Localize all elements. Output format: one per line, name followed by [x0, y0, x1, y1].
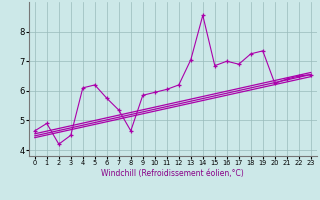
- X-axis label: Windchill (Refroidissement éolien,°C): Windchill (Refroidissement éolien,°C): [101, 169, 244, 178]
